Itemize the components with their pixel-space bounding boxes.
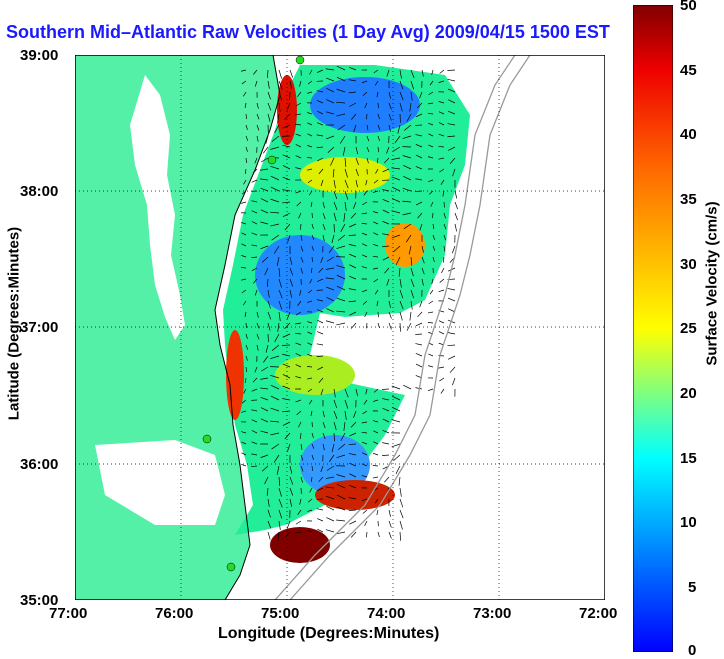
- y-tick-label: 39:00: [20, 47, 59, 64]
- station-marker: [226, 562, 236, 572]
- colorbar-tick: 15: [680, 450, 697, 467]
- velocity-vectors: [240, 65, 458, 541]
- y-tick-label: 38:00: [20, 183, 59, 200]
- x-tick-label: 73:00: [473, 605, 512, 622]
- sound-water: [95, 440, 225, 525]
- x-tick-label: 72:00: [579, 605, 618, 622]
- isobath-1: [274, 55, 516, 600]
- grid-lines: [75, 55, 605, 600]
- colorbar-tick: 25: [680, 320, 697, 337]
- y-tick-label: 36:00: [20, 456, 59, 473]
- colorbar-tick: 40: [680, 126, 697, 143]
- colorbar-tick: 0: [688, 642, 697, 659]
- x-tick-label: 76:00: [155, 605, 194, 622]
- colorbar-tick: 10: [680, 514, 697, 531]
- x-tick-label: 77:00: [49, 605, 88, 622]
- colorbar-label: Surface Velocity (cm/s): [703, 201, 721, 366]
- station-marker: [295, 55, 305, 65]
- map-title: Southern Mid–Atlantic Raw Velocities (1 …: [6, 22, 610, 42]
- coastline: [214, 55, 281, 600]
- y-tick-label: 35:00: [20, 592, 59, 609]
- colorbar-tick: 5: [688, 579, 697, 596]
- station-marker: [267, 155, 277, 165]
- chesapeake-bay: [130, 75, 185, 340]
- colorbar-tick: 45: [680, 62, 697, 79]
- colorbar-tick: 30: [680, 256, 697, 273]
- velocity-field: [223, 65, 470, 563]
- colorbar: [633, 5, 673, 652]
- y-tick-label: 37:00: [20, 319, 59, 336]
- velocity-map: [75, 55, 605, 600]
- colorbar-tick: 50: [680, 0, 697, 14]
- x-axis-label: Longitude (Degrees:Minutes): [218, 625, 440, 642]
- x-tick-label: 75:00: [261, 605, 300, 622]
- colorbar-tick: 35: [680, 191, 697, 208]
- x-tick-label: 74:00: [367, 605, 406, 622]
- station-marker: [202, 434, 212, 444]
- colorbar-tick: 20: [680, 385, 697, 402]
- y-axis-label: Latitude (Degrees:Minutes): [5, 226, 23, 421]
- isobath-2: [289, 55, 531, 600]
